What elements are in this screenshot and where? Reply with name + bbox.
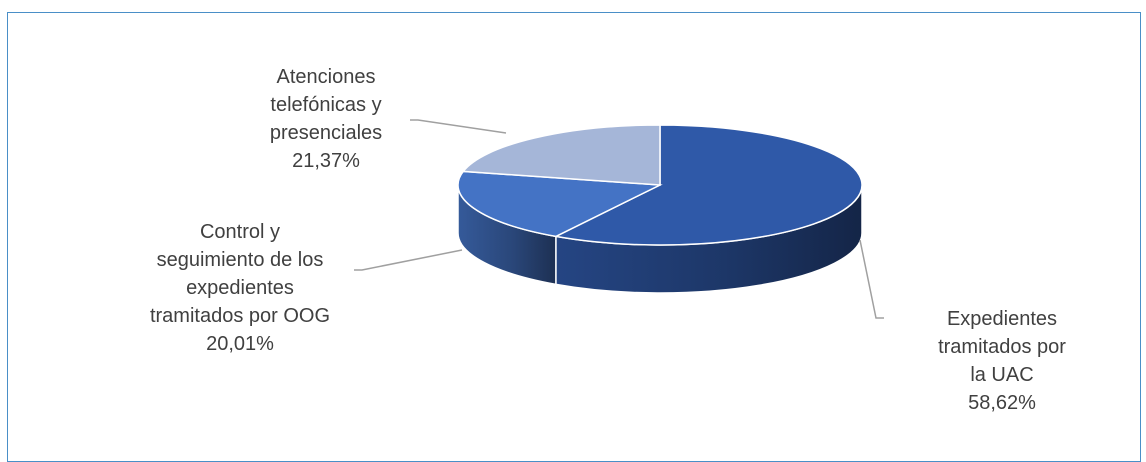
slice-label-line-1-1: seguimiento de los xyxy=(157,249,324,271)
leader-line-0 xyxy=(859,239,884,319)
slice-label-line-2-0: Atenciones xyxy=(277,66,376,88)
leader-line-1 xyxy=(354,249,463,271)
pie-slice-2 xyxy=(461,124,661,186)
slice-percent-2: 21,37% xyxy=(292,150,360,172)
pie-tops xyxy=(457,124,863,246)
slice-label-line-1-3: tramitados por OOG xyxy=(150,305,330,327)
slice-label-line-0-1: tramitados por xyxy=(938,336,1066,358)
slice-label-line-0-0: Expedientes xyxy=(947,308,1057,330)
slice-label-line-1-0: Control y xyxy=(200,221,280,243)
pie-slice-0 xyxy=(553,124,863,246)
slice-label-1: Control y seguimiento de los expedientes tr… xyxy=(150,221,330,355)
slice-label-line-2-1: telefónicas y xyxy=(270,94,381,116)
leader-lines xyxy=(354,119,884,319)
slice-labels: Expedientes tramitados por la UAC 58,62% Con… xyxy=(150,66,1066,414)
slice-label-2: Atenciones telefónicas y presenciales 21,37… xyxy=(270,66,382,172)
slice-label-line-0-2: la UAC xyxy=(970,364,1033,386)
leader-line-2 xyxy=(410,119,507,134)
slice-percent-0: 58,62% xyxy=(968,392,1036,414)
slice-label-line-1-2: expedientes xyxy=(186,277,294,299)
slice-label-0: Expedientes tramitados por la UAC 58,62% xyxy=(938,308,1066,414)
slice-percent-1: 20,01% xyxy=(206,333,274,355)
slice-label-line-2-2: presenciales xyxy=(270,122,382,144)
pie-slice-1 xyxy=(457,170,663,238)
